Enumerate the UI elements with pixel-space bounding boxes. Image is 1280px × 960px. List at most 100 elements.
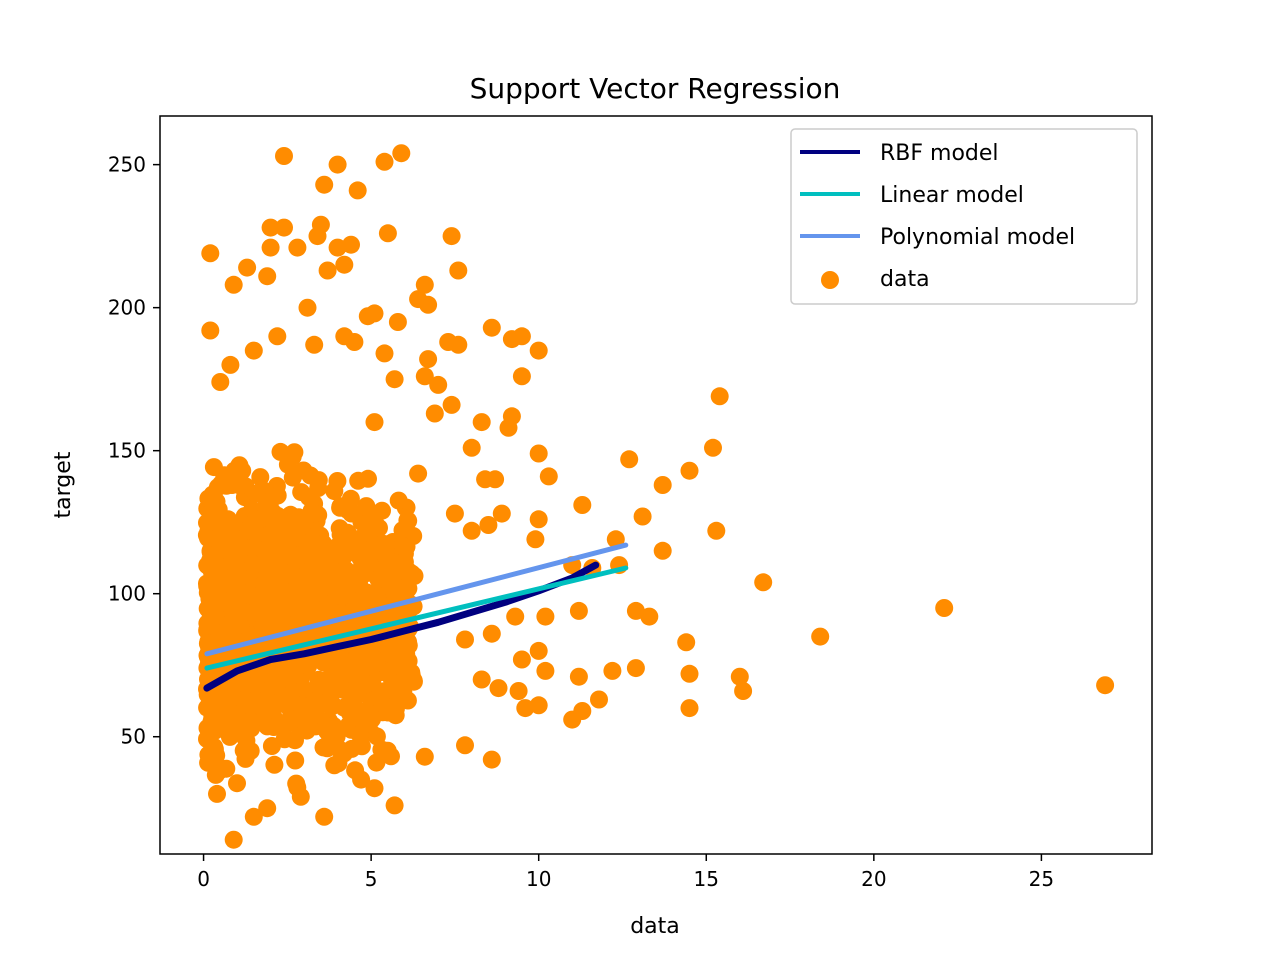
scatter-point [305, 335, 324, 354]
scatter-point [283, 710, 302, 729]
scatter-point [221, 355, 240, 374]
x-tick-label: 10 [526, 867, 551, 891]
scatter-point [734, 682, 753, 700]
scatter-point [396, 655, 415, 674]
scatter-point [344, 568, 363, 586]
x-axis-label: data [630, 914, 680, 939]
scatter-point [300, 533, 319, 552]
scatter-point [415, 747, 434, 766]
scatter-point [569, 667, 588, 686]
scatter-point [318, 261, 337, 280]
scatter-point [365, 413, 384, 432]
scatter-point [331, 679, 350, 698]
scatter-point [348, 181, 367, 200]
scatter-point [385, 370, 404, 389]
scatter-point [529, 696, 548, 715]
scatter-point [202, 611, 221, 630]
scatter-point [392, 144, 411, 163]
scatter-point [409, 290, 428, 309]
x-tick-label: 25 [1029, 867, 1054, 891]
linear-model-line [204, 565, 629, 671]
scatter-point [529, 341, 548, 360]
legend-label-polynomial: Polynomial model [880, 225, 1075, 250]
scatter-point [419, 350, 438, 369]
scatter-point [320, 542, 339, 561]
scatter-point [359, 656, 378, 675]
scatter-point [590, 690, 608, 709]
scatter-point [710, 387, 729, 406]
scatter-point [633, 507, 652, 526]
scatter-point [506, 607, 525, 626]
scatter-point [198, 634, 217, 653]
scatter-point [352, 770, 371, 789]
scatter-point [529, 444, 548, 463]
scatter-point [640, 607, 659, 626]
y-tick-label: 100 [108, 582, 146, 606]
scatter-point [224, 830, 243, 849]
scatter-point [425, 404, 444, 423]
scatter-point [369, 570, 388, 589]
scatter-point [620, 450, 639, 469]
model-lines-layer [203, 542, 629, 692]
scatter-point [268, 327, 287, 346]
scatter-point [325, 482, 344, 501]
scatter-point [244, 341, 263, 360]
scatter-point [219, 615, 238, 634]
scatter-point [367, 727, 386, 746]
scatter-point [569, 601, 588, 620]
scatter-point [935, 599, 954, 617]
scatter-point [294, 679, 313, 698]
scatter-point [573, 702, 592, 720]
scatter-point [283, 468, 302, 487]
scatter-point [1096, 676, 1115, 695]
scatter-point [257, 493, 276, 512]
scatter-point [526, 530, 545, 549]
scatter-point [241, 741, 260, 760]
scatter-point [265, 755, 284, 774]
y-tick-label: 200 [108, 296, 146, 320]
scatter-point [385, 796, 404, 815]
scatter-point [536, 661, 555, 680]
scatter-point [489, 679, 508, 698]
y-tick-label: 250 [108, 153, 146, 177]
scatter-point [205, 496, 224, 515]
scatter-point [405, 566, 424, 585]
scatter-point [680, 664, 699, 683]
scatter-point [244, 555, 263, 574]
scatter-point [218, 574, 237, 593]
legend-label-linear: Linear model [880, 183, 1024, 208]
scatter-point [246, 676, 265, 694]
scatter-point [220, 727, 239, 746]
scatter-point [367, 753, 386, 772]
scatter-point [365, 304, 384, 323]
scatter-point [386, 706, 405, 725]
scatter-point [225, 466, 244, 485]
scatter-point [275, 218, 293, 237]
scatter-point [301, 466, 320, 485]
scatter-point [462, 521, 481, 540]
scatter-point [472, 413, 491, 432]
scatter-point [228, 774, 246, 793]
scatter-point [376, 541, 395, 560]
scatter-point [499, 418, 518, 437]
polynomial-model-line [204, 542, 629, 657]
scatter-point [653, 541, 672, 560]
scatter-point [342, 235, 360, 254]
scatter-point [492, 504, 511, 523]
scatter-point [315, 807, 334, 826]
scatter-point [325, 756, 344, 775]
scatter-point [730, 667, 749, 686]
scatter-point [415, 367, 434, 386]
scatter-point [258, 717, 277, 736]
scatter-point [707, 521, 726, 540]
scatter-point [328, 155, 347, 174]
scatter-point [350, 725, 369, 744]
scatter-point [482, 750, 501, 769]
scatter-point [442, 395, 461, 414]
scatter-point [462, 438, 481, 457]
scatter-point [309, 676, 328, 695]
scatter-point [439, 333, 458, 351]
scatter-point [415, 275, 434, 294]
scatter-point [502, 330, 521, 349]
